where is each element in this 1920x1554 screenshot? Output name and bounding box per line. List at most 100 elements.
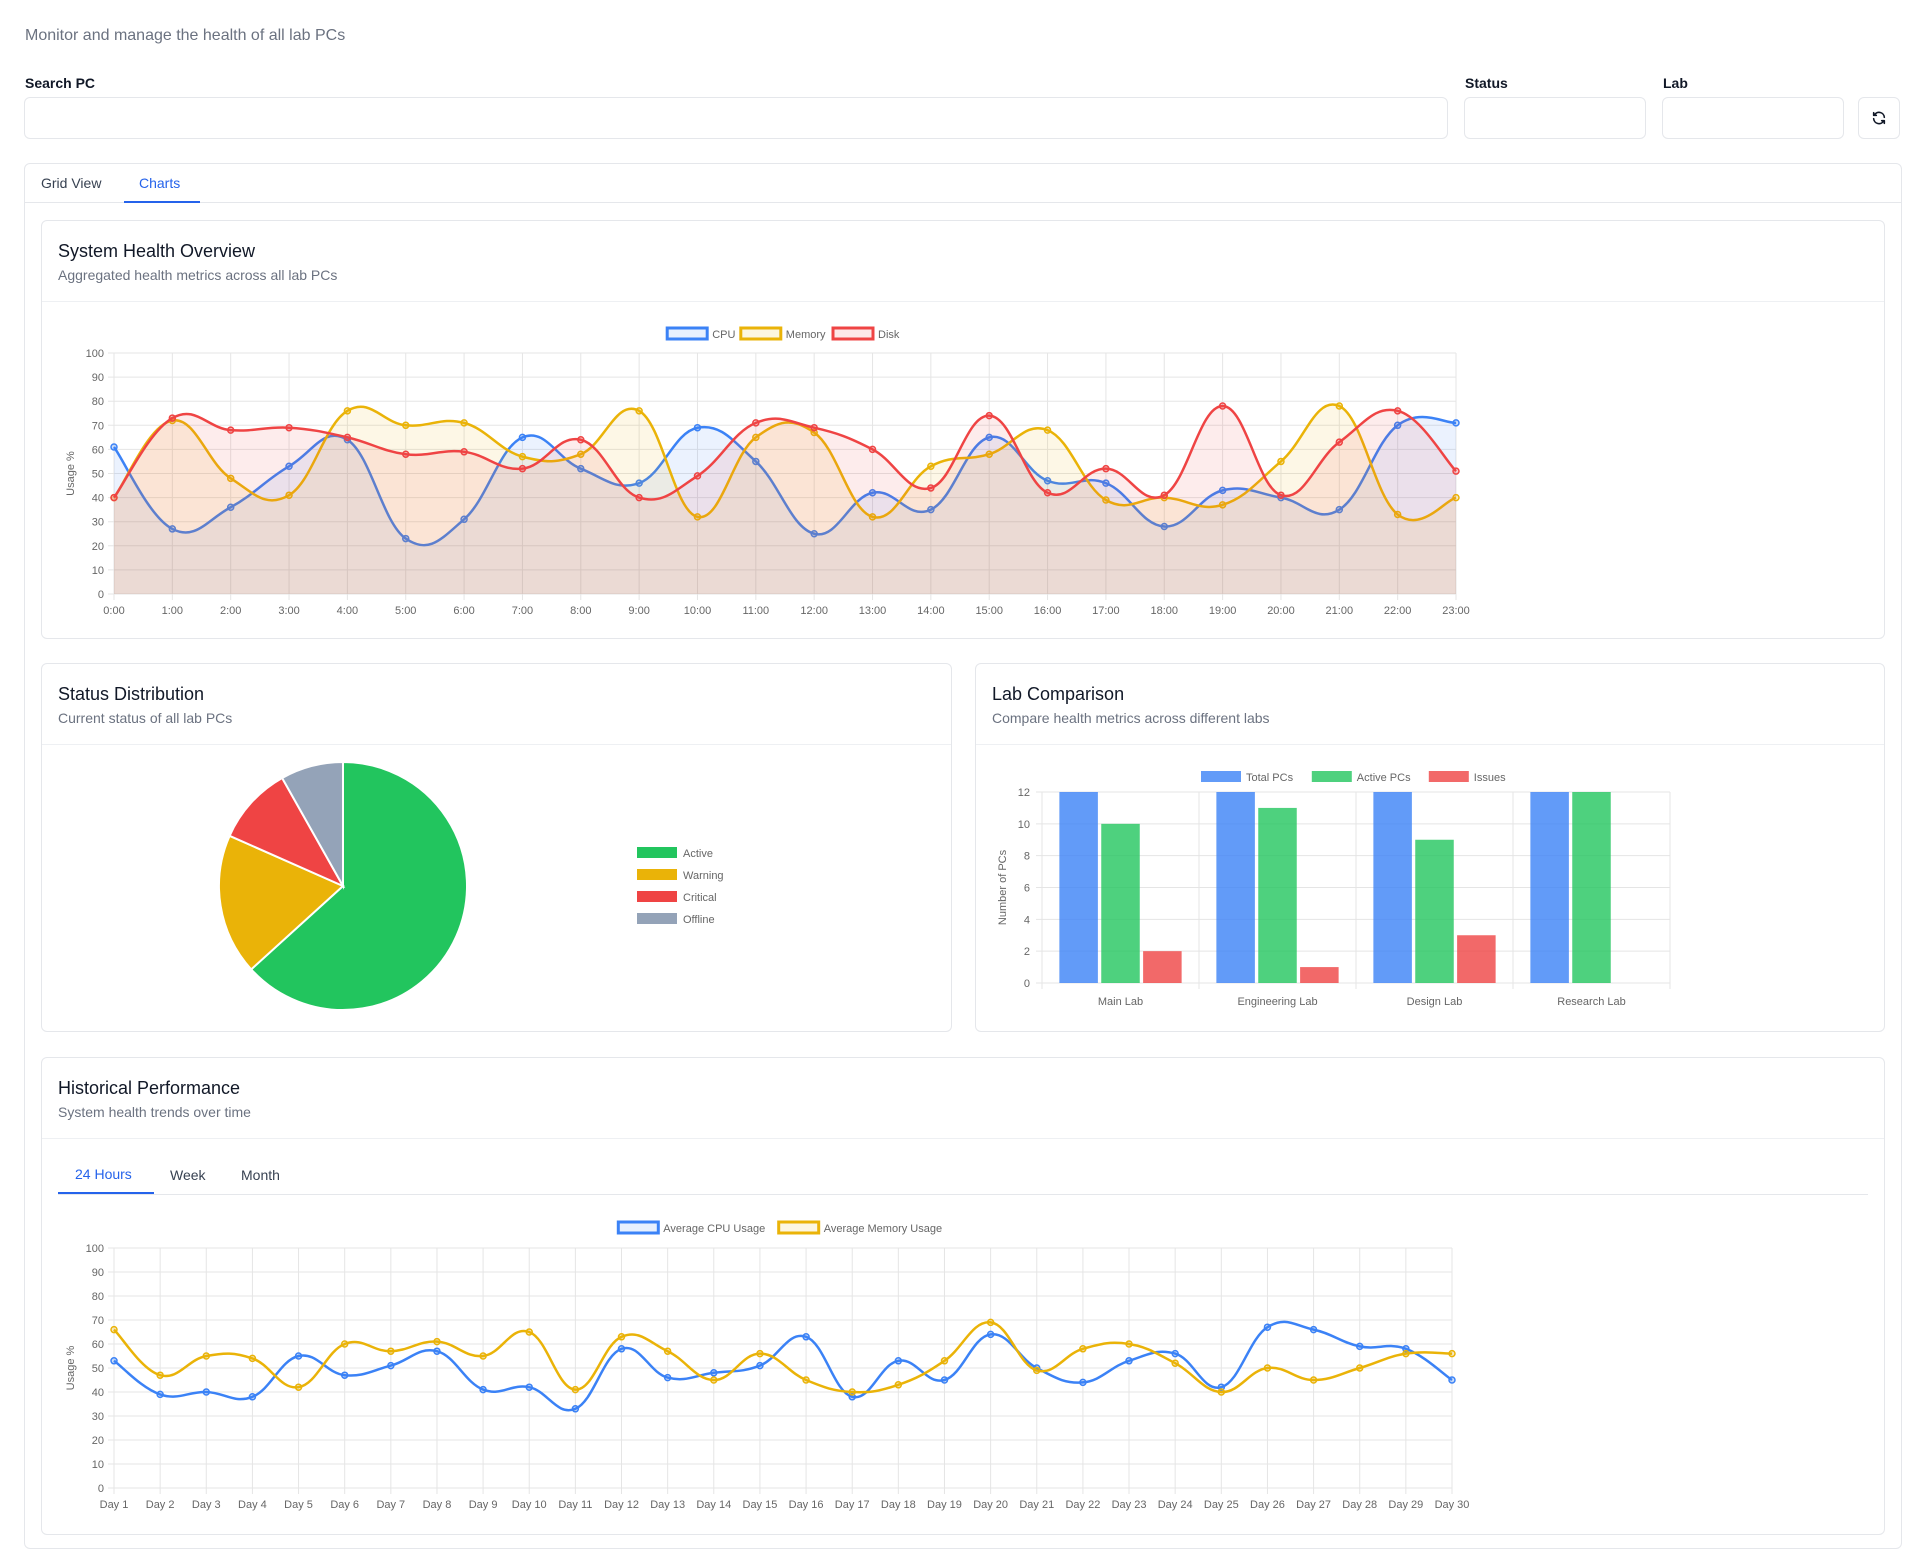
search-input[interactable]	[24, 97, 1448, 139]
y-tick-label: 20	[92, 1435, 104, 1447]
data-point	[927, 462, 935, 471]
y-axis-title: Usage %	[65, 451, 77, 496]
data-point	[940, 1357, 949, 1365]
tab-month[interactable]: Month	[241, 1167, 280, 1183]
y-tick-label: 0	[98, 1483, 104, 1495]
data-point	[663, 1373, 672, 1382]
data-point	[401, 450, 410, 458]
data-point	[294, 1383, 303, 1391]
x-tick-label: 13:00	[859, 605, 887, 617]
data-point	[663, 1347, 672, 1355]
data-point	[1043, 426, 1052, 434]
tab-week[interactable]: Week	[170, 1167, 206, 1183]
data-point	[1452, 467, 1460, 475]
bar	[1530, 792, 1569, 983]
x-tick-label: 17:00	[1092, 605, 1120, 617]
data-point	[1309, 1376, 1318, 1384]
data-point	[617, 1345, 626, 1353]
data-point	[460, 515, 468, 524]
legend-swatch	[777, 1220, 821, 1235]
status-description: Current status of all lab PCs	[58, 710, 233, 726]
status-select[interactable]	[1464, 97, 1646, 139]
legend-label: Issues	[1474, 772, 1506, 784]
legend-label: Average CPU Usage	[663, 1223, 765, 1235]
legend-swatch	[665, 326, 709, 341]
data-point	[940, 1376, 949, 1384]
x-tick-label: 11:00	[742, 605, 769, 617]
y-tick-label: 10	[1018, 819, 1030, 831]
status-label: Status	[1465, 75, 1508, 91]
data-point	[617, 1333, 626, 1341]
bar	[1216, 792, 1255, 983]
legend-label: Warning	[683, 870, 724, 882]
data-point	[401, 421, 410, 430]
data-point	[752, 419, 760, 427]
bar	[1101, 823, 1140, 983]
data-point	[894, 1381, 903, 1389]
legend-swatch	[616, 1220, 660, 1235]
data-point	[525, 1328, 533, 1336]
data-point	[985, 433, 993, 442]
x-tick-label: 6:00	[453, 605, 474, 617]
data-point	[479, 1385, 487, 1394]
y-tick-label: 0	[98, 589, 104, 601]
data-point	[401, 534, 410, 543]
data-point	[202, 1388, 211, 1396]
data-point	[1218, 501, 1227, 509]
x-tick-label: 23:00	[1442, 605, 1470, 617]
tab-charts[interactable]: Charts	[139, 175, 181, 191]
x-tick-label: Day 22	[1065, 1499, 1100, 1511]
data-point	[1355, 1342, 1364, 1351]
data-point	[577, 464, 585, 473]
x-tick-label: Day 12	[604, 1499, 639, 1511]
x-tick-label: 12:00	[800, 605, 828, 617]
x-tick-label: Day 15	[743, 1499, 778, 1511]
data-point	[577, 450, 585, 458]
bar	[1300, 967, 1339, 983]
data-point	[248, 1354, 257, 1363]
data-point	[110, 493, 118, 502]
tab-24-hours[interactable]: 24 Hours	[75, 1166, 132, 1182]
data-point	[986, 1330, 995, 1339]
data-point	[343, 433, 352, 442]
historical-title: Historical Performance	[58, 1078, 241, 1098]
y-tick-label: 6	[1024, 883, 1030, 895]
data-point	[848, 1388, 856, 1396]
data-point	[387, 1347, 395, 1355]
data-point	[433, 1337, 441, 1346]
x-tick-label: Day 21	[1019, 1499, 1054, 1511]
data-point	[294, 1352, 303, 1360]
data-point	[710, 1376, 718, 1384]
y-tick-label: 70	[92, 420, 104, 432]
y-tick-label: 80	[92, 1291, 104, 1303]
x-tick-label: Design Lab	[1407, 996, 1463, 1008]
lab-title: Lab Comparison	[992, 684, 1125, 704]
data-point	[110, 1357, 118, 1365]
pie-slice	[280, 760, 344, 890]
data-point	[1171, 1349, 1179, 1358]
data-point	[1079, 1345, 1087, 1353]
tab-grid-view[interactable]: Grid View	[41, 175, 102, 191]
x-tick-label: 15:00	[975, 605, 1003, 617]
x-tick-label: Day 25	[1204, 1499, 1239, 1511]
x-tick-label: Engineering Lab	[1237, 996, 1317, 1008]
data-point	[810, 530, 818, 538]
data-point	[1448, 1376, 1456, 1384]
x-tick-label: Day 20	[973, 1499, 1008, 1511]
data-point	[1335, 438, 1344, 446]
bar	[1572, 792, 1611, 983]
series-line	[113, 1320, 1453, 1412]
data-point	[156, 1371, 164, 1379]
x-tick-label: Day 2	[146, 1499, 175, 1511]
data-point	[168, 525, 177, 533]
data-point	[752, 457, 760, 466]
x-tick-label: Day 30	[1435, 1499, 1470, 1511]
data-point	[1125, 1340, 1133, 1348]
refresh-button[interactable]	[1858, 97, 1900, 139]
lab-select[interactable]	[1662, 97, 1844, 139]
x-tick-label: Day 28	[1342, 1499, 1377, 1511]
data-point	[1452, 493, 1460, 502]
data-point	[518, 464, 527, 473]
x-tick-label: Day 29	[1388, 1499, 1423, 1511]
data-point	[985, 450, 993, 458]
